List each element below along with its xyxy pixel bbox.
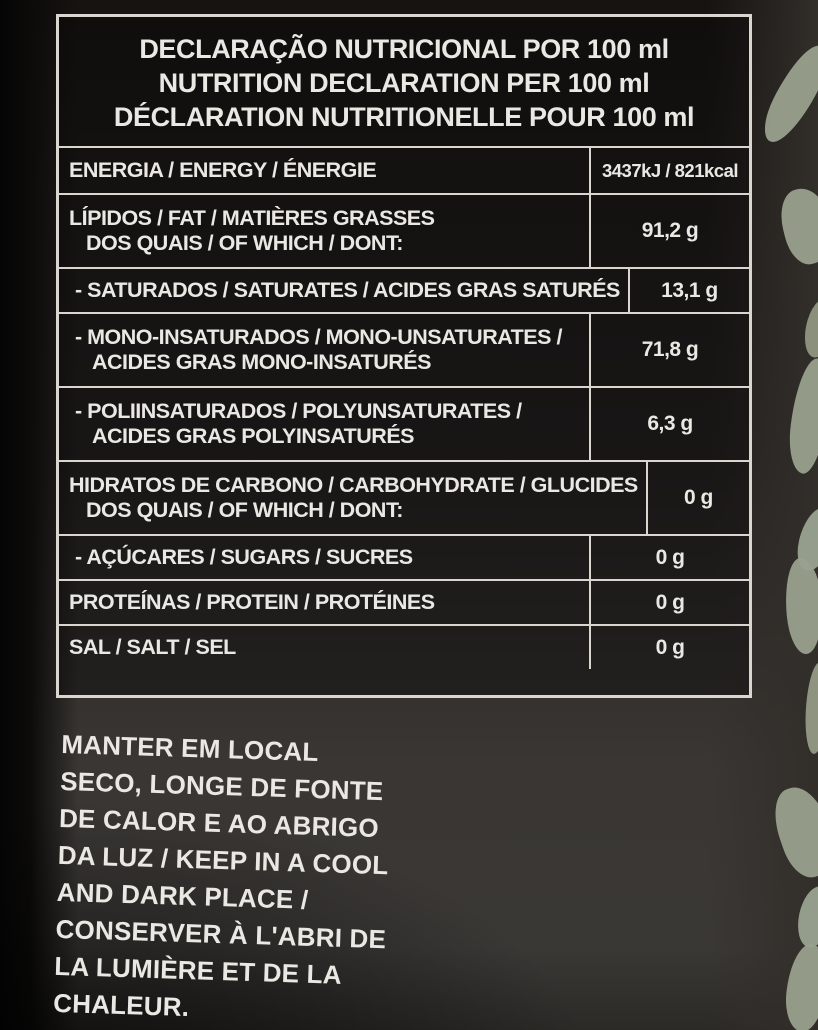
nutrient-name: - AÇÚCARES / SUGARS / SUCRES [59, 536, 589, 579]
panel-title-en: NUTRITION DECLARATION PER 100 ml [158, 68, 650, 98]
nutrient-row: HIDRATOS DE CARBONO / CARBOHYDRATE / GLU… [59, 460, 749, 534]
nutrient-row: - SATURADOS / SATURATES / ACIDES GRAS SA… [59, 267, 749, 312]
nutrient-name: ENERGIA / ENERGY / ÉNERGIE [59, 148, 589, 193]
panel-header: DECLARAÇÃO NUTRICIONAL POR 100 ml NUTRIT… [59, 17, 749, 148]
nutrient-name-line1: - POLIINSATURADOS / POLYUNSATURATES / [75, 399, 522, 423]
nutrient-value: 0 g [645, 462, 749, 534]
nutrition-panel: DECLARAÇÃO NUTRICIONAL POR 100 ml NUTRIT… [56, 14, 752, 698]
nutrient-value: 6,3 g [589, 388, 749, 460]
nutrient-value: 71,8 g [589, 314, 749, 386]
nutrient-name: - SATURADOS / SATURATES / ACIDES GRAS SA… [59, 269, 628, 312]
olive-leaf-icon [782, 942, 818, 1030]
nutrient-row: - MONO-INSATURADOS / MONO-UNSATURATES / A… [59, 312, 749, 386]
nutrient-name-line1: - SATURADOS / SATURATES / ACIDES GRAS SA… [75, 278, 620, 302]
nutrient-value: 91,2 g [589, 195, 749, 267]
nutrient-name: PROTEÍNAS / PROTEIN / PROTÉINES [59, 581, 589, 624]
olive-leaf-icon [800, 295, 818, 361]
nutrient-name: SAL / SALT / SEL [59, 626, 589, 669]
nutrient-row: ENERGIA / ENERGY / ÉNERGIE 3437kJ / 821kc… [59, 148, 749, 193]
olive-leaf-icon [802, 661, 818, 755]
panel-title-pt: DECLARAÇÃO NUTRICIONAL POR 100 ml [139, 34, 669, 64]
nutrient-row: PROTEÍNAS / PROTEIN / PROTÉINES 0 g [59, 579, 749, 624]
nutrient-name: - MONO-INSATURADOS / MONO-UNSATURATES / A… [59, 314, 589, 386]
olive-leaf-icon [792, 883, 818, 951]
olive-leaf-icon [774, 183, 818, 269]
olive-leaf-icon [755, 37, 818, 151]
nutrient-value: 0 g [589, 626, 749, 669]
nutrient-name: LÍPIDOS / FAT / MATIÈRES GRASSES DOS QUAI… [59, 195, 589, 267]
nutrient-name: - POLIINSATURADOS / POLYUNSATURATES / ACI… [59, 388, 589, 460]
nutrient-row: - AÇÚCARES / SUGARS / SUCRES 0 g [59, 534, 749, 579]
olive-leaf-icon [785, 356, 818, 476]
storage-instructions: MANTER EM LOCAL SECO, LONGE DE FONTE DE CA… [53, 726, 393, 1030]
nutrient-name: HIDRATOS DE CARBONO / CARBOHYDRATE / GLU… [59, 462, 646, 534]
nutrient-name-line2: ACIDES GRAS POLYINSATURÉS [92, 424, 415, 448]
nutrition-table: ENERGIA / ENERGY / ÉNERGIE 3437kJ / 821kc… [59, 148, 749, 669]
nutrient-name-line2: DOS QUAIS / OF WHICH / DONT: [86, 231, 403, 255]
olive-leaf-icon [781, 556, 818, 656]
nutrient-row: LÍPIDOS / FAT / MATIÈRES GRASSES DOS QUAI… [59, 193, 749, 267]
nutrient-name-line1: ENERGIA / ENERGY / ÉNERGIE [69, 158, 377, 182]
panel-title-fr: DÉCLARATION NUTRITIONELLE POUR 100 ml [113, 102, 695, 132]
nutrient-value: 13,1 g [627, 269, 749, 312]
nutrient-value: 0 g [589, 581, 749, 624]
nutrient-value: 3437kJ / 821kcal [589, 148, 749, 193]
nutrient-name-line2: ACIDES GRAS MONO-INSATURÉS [92, 350, 431, 374]
nutrient-name-line1: LÍPIDOS / FAT / MATIÈRES GRASSES [69, 206, 435, 230]
nutrient-row: SAL / SALT / SEL 0 g [59, 624, 749, 669]
nutrient-name-line1: HIDRATOS DE CARBONO / CARBOHYDRATE / GLU… [69, 473, 638, 497]
nutrient-row: - POLIINSATURADOS / POLYUNSATURATES / ACI… [59, 386, 749, 460]
nutrient-name-line1: - AÇÚCARES / SUGARS / SUCRES [75, 545, 413, 569]
nutrient-value: 0 g [589, 536, 749, 579]
nutrient-name-line1: SAL / SALT / SEL [69, 635, 236, 659]
nutrient-name-line2: DOS QUAIS / OF WHICH / DONT: [86, 498, 403, 522]
olive-leaf-icon [765, 780, 818, 884]
nutrient-name-line1: - MONO-INSATURADOS / MONO-UNSATURATES / [75, 325, 562, 349]
nutrient-name-line1: PROTEÍNAS / PROTEIN / PROTÉINES [69, 590, 435, 614]
